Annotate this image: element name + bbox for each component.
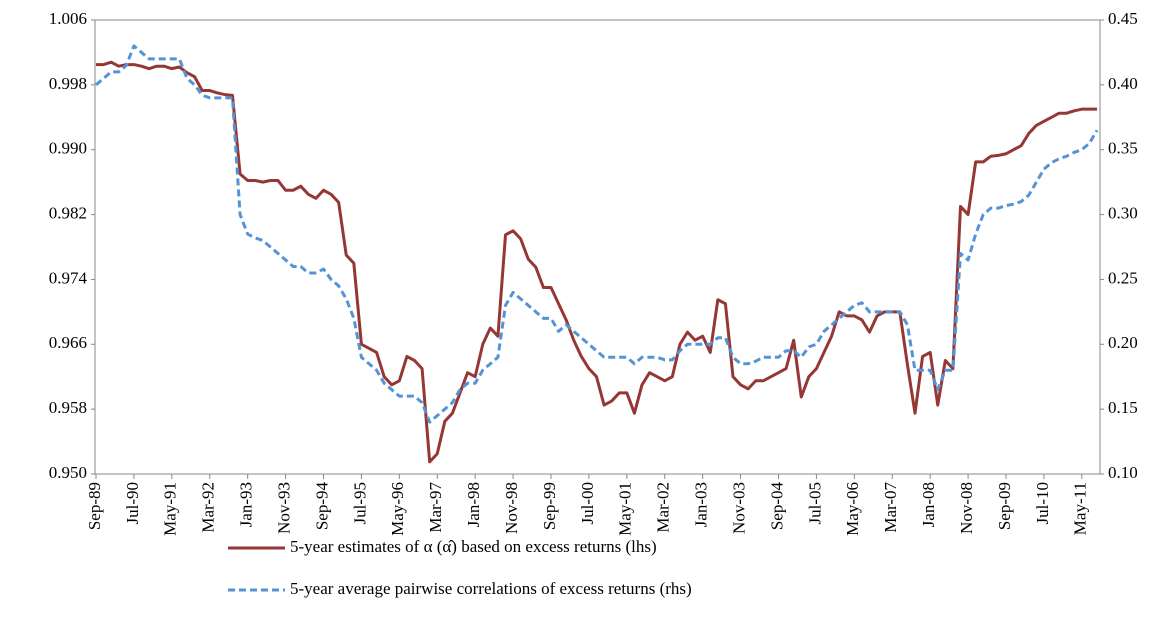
x-tick-label: May-01 [616,482,635,536]
series-line [96,60,1097,464]
x-tick-label: Sep-04 [767,482,786,531]
legend-label: 5-year estimates of α (α̂) based on exce… [290,537,657,556]
y2-tick-label: 0.45 [1108,9,1138,28]
x-tick-label: Sep-94 [312,482,331,531]
y-tick-label: 0.998 [49,74,87,93]
x-tick-label: Jul-10 [1033,482,1052,525]
y-tick-label: 0.950 [49,463,87,482]
y2-tick-label: 0.30 [1108,203,1138,222]
x-tick-label: Jan-08 [919,482,938,527]
x-tick-label: Jul-05 [805,482,824,525]
x-tick-label: Mar-97 [426,482,445,533]
y2-tick-label: 0.20 [1108,333,1138,352]
x-tick-label: Nov-03 [729,482,748,534]
x-tick-label: Jan-93 [237,482,256,527]
x-tick-label: Sep-99 [540,482,559,530]
y-tick-label: 1.006 [49,9,87,28]
legend-label: 5-year average pairwise correlations of … [290,579,692,598]
y2-tick-label: 0.35 [1108,139,1138,158]
x-tick-label: Jan-98 [464,482,483,527]
x-tick-label: Sep-89 [85,482,104,530]
x-tick-label: May-96 [388,482,407,536]
x-tick-label: May-91 [161,482,180,536]
y2-tick-label: 0.40 [1108,74,1138,93]
x-tick-label: Jan-03 [692,482,711,527]
x-tick-label: Jul-90 [123,482,142,525]
y-tick-label: 0.974 [49,268,88,287]
x-tick-label: Mar-02 [654,482,673,533]
y2-tick-label: 0.25 [1108,268,1138,287]
plot-frame [94,19,1101,475]
x-tick-label: Sep-09 [995,482,1014,530]
x-tick-label: May-06 [843,482,862,536]
x-tick-label: May-11 [1071,482,1090,535]
y-tick-label: 0.982 [49,203,87,222]
x-tick-label: Jul-00 [578,482,597,525]
y-tick-label: 0.990 [49,139,87,158]
y-tick-label: 0.958 [49,398,87,417]
x-tick-label: Nov-98 [502,482,521,534]
x-tick-label: Nov-93 [274,482,293,534]
x-tick-label: Jul-95 [350,482,369,525]
x-tick-label: Mar-92 [199,482,218,533]
y2-tick-label: 0.10 [1108,463,1138,482]
y-tick-label: 0.966 [49,333,87,352]
series-line [95,44,1099,424]
x-tick-label: Nov-08 [957,482,976,534]
y2-tick-label: 0.15 [1108,398,1138,417]
x-tick-label: Mar-07 [881,482,900,533]
